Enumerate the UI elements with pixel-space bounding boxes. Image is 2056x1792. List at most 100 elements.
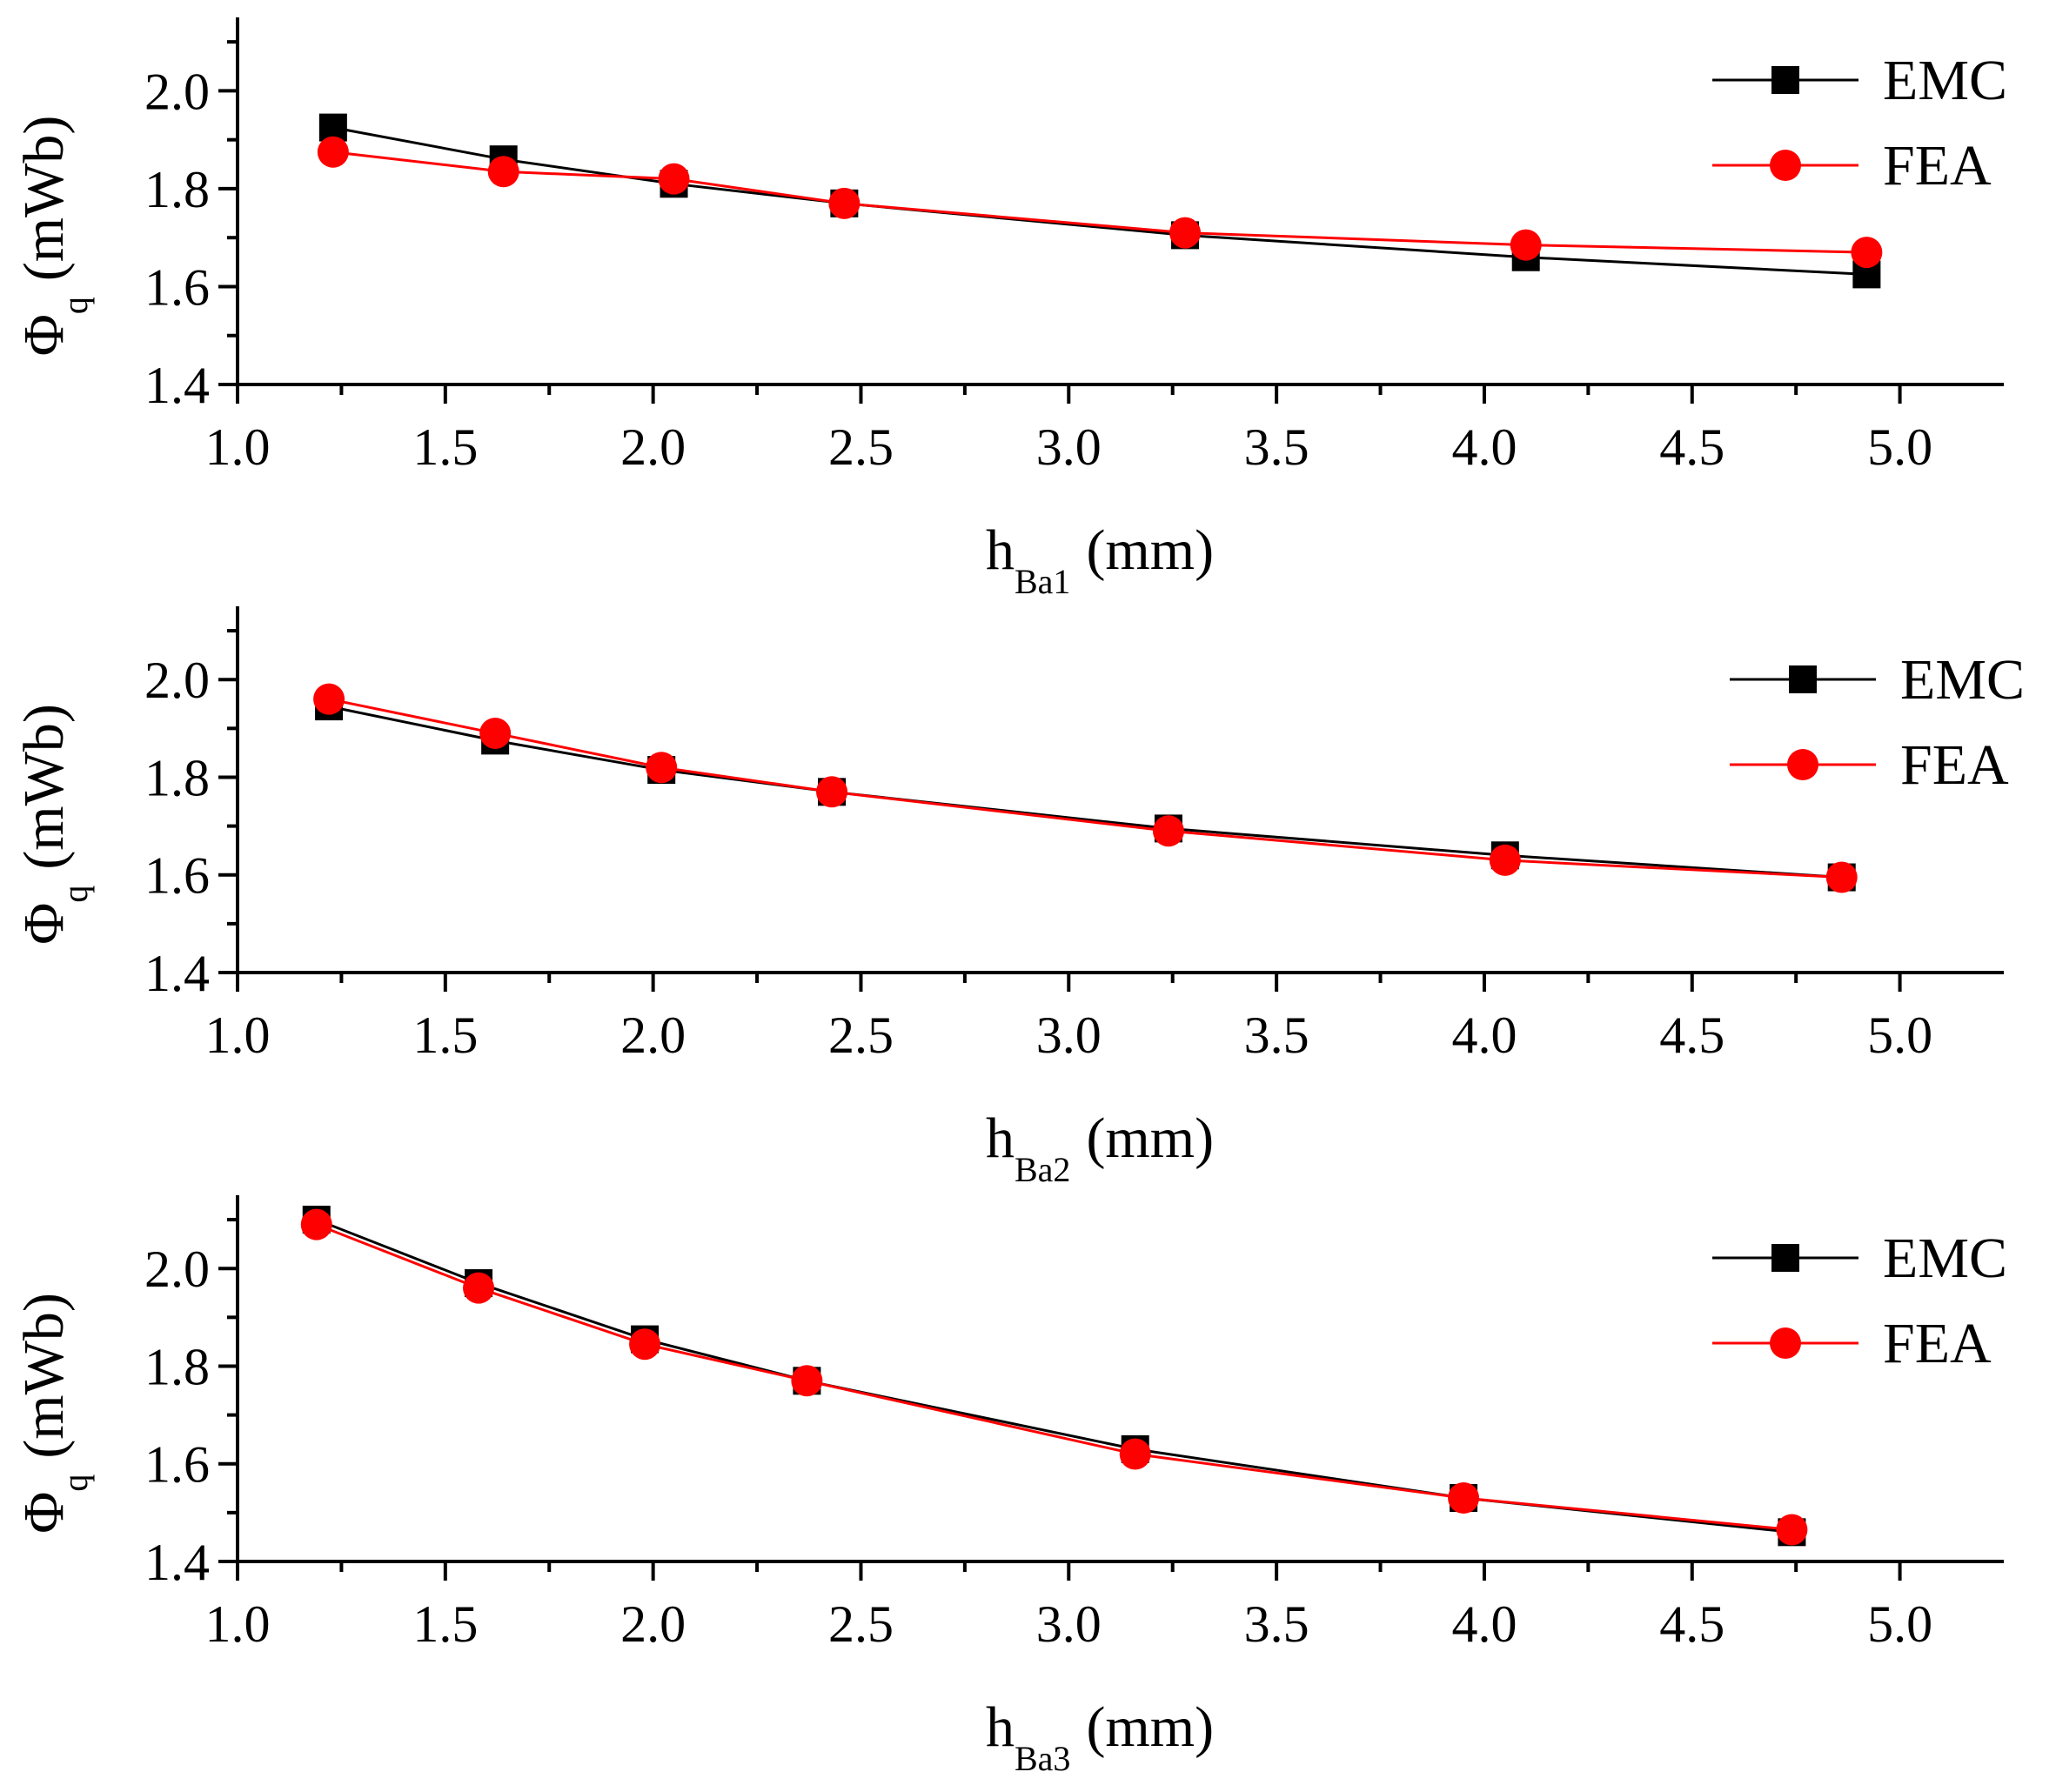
x-tick-label: 4.0 <box>1451 418 1517 476</box>
data-point-fea <box>791 1365 823 1397</box>
data-point-fea <box>1851 237 1883 269</box>
y-tick-label: 2.0 <box>144 652 210 709</box>
y-tick-label: 1.4 <box>144 357 210 414</box>
data-point-fea <box>1776 1514 1808 1546</box>
chart-panel-3: 1.0 1.5 2.0 2.5 3.0 3.5 4.0 4.5 5.0 1.4 1.6 1.8 2.0 h… <box>12 1195 2007 1778</box>
x-axis-title-main: h <box>986 1107 1015 1170</box>
data-point-fea <box>1119 1438 1151 1470</box>
x-tick-label: 1.5 <box>412 1595 478 1653</box>
x-tick-label: 1.5 <box>412 1006 478 1064</box>
data-point-fea <box>1489 844 1521 876</box>
x-axis-title-main: h <box>986 1695 1015 1759</box>
y-tick-label: 1.6 <box>144 1436 210 1494</box>
x-tick-label: 1.0 <box>205 1006 271 1064</box>
x-axis-title-unit: (mm) <box>1086 1107 1214 1170</box>
legend-entry-emc: EMC <box>1730 648 2025 712</box>
y-axis-title-main: Φ <box>12 314 76 356</box>
data-point-fea <box>313 683 345 715</box>
x-tick-label: 2.5 <box>828 1595 894 1653</box>
y-axis-title-unit: (mWb) <box>12 1293 76 1459</box>
legend-label: EMC <box>1883 1227 2007 1290</box>
x-axis-title-sub: Ba2 <box>1015 1150 1070 1189</box>
legend-entry-emc: EMC <box>1712 49 2007 112</box>
x-tick-label: 4.5 <box>1659 1595 1724 1653</box>
y-axis-title-sub: q <box>56 886 95 903</box>
legend-marker-square <box>1771 66 1799 94</box>
legend-label: FEA <box>1900 733 2009 797</box>
x-axis-title: hBa1 (mm) <box>986 518 1214 601</box>
data-point-fea <box>1510 229 1542 261</box>
x-tick-label: 4.5 <box>1659 418 1724 476</box>
x-axis-title-sub: Ba3 <box>1015 1739 1070 1778</box>
x-tick-label: 5.0 <box>1867 418 1932 476</box>
x-tick-label: 5.0 <box>1867 1595 1932 1653</box>
x-tick-label: 2.5 <box>828 1006 894 1064</box>
series-line-fea <box>328 698 1842 879</box>
x-tick-label: 3.5 <box>1244 1006 1309 1064</box>
legend-marker-circle <box>1770 1327 1801 1359</box>
legend-marker-square <box>1789 665 1817 693</box>
y-tick-label: 1.4 <box>144 945 210 1002</box>
y-axis-title-unit: (mWb) <box>12 704 76 870</box>
data-point-fea <box>1825 861 1858 893</box>
series-line-emc <box>316 1218 1792 1534</box>
series-line-emc <box>332 126 1867 276</box>
x-tick-label: 3.5 <box>1244 1595 1309 1653</box>
x-tick-label: 1.5 <box>412 418 478 476</box>
data-point-fea <box>646 752 678 784</box>
x-axis-title-main: h <box>986 518 1015 582</box>
x-tick-label: 4.5 <box>1659 1006 1724 1064</box>
y-axis-title: Φq (mWb) <box>12 704 95 945</box>
legend-label: FEA <box>1883 1312 1992 1375</box>
y-axis-title-main: Φ <box>12 903 76 945</box>
series-line-fea <box>316 1223 1792 1532</box>
legend-entry-emc: EMC <box>1712 1227 2007 1290</box>
data-point-fea <box>463 1272 495 1304</box>
x-tick-label: 3.0 <box>1036 1595 1102 1653</box>
y-tick-label: 1.6 <box>144 847 210 905</box>
x-tick-label: 4.0 <box>1451 1595 1517 1653</box>
x-tick-label: 2.0 <box>620 1595 686 1653</box>
data-point-fea <box>1152 815 1184 847</box>
y-axis-title-sub: q <box>56 297 95 314</box>
data-point-fea <box>1169 217 1202 249</box>
y-axis-title-main: Φ <box>12 1492 76 1534</box>
x-axis-title-unit: (mm) <box>1086 1695 1214 1759</box>
data-point-fea <box>487 156 519 188</box>
x-axis-title-sub: Ba1 <box>1015 562 1070 601</box>
x-axis-title-unit: (mm) <box>1086 518 1214 582</box>
x-axis-title: hBa3 (mm) <box>986 1695 1214 1778</box>
data-point-fea <box>828 187 861 219</box>
x-tick-label: 2.0 <box>620 1006 686 1064</box>
y-axis-title: Φq (mWb) <box>12 1293 95 1534</box>
x-tick-label: 4.0 <box>1451 1006 1517 1064</box>
y-tick-label: 1.8 <box>144 161 210 218</box>
legend-label: EMC <box>1883 49 2007 112</box>
data-point-fea <box>1448 1482 1480 1515</box>
x-axis-title: hBa2 (mm) <box>986 1107 1214 1189</box>
y-tick-label: 1.8 <box>144 1338 210 1395</box>
data-point-fea <box>317 136 349 168</box>
legend-label: EMC <box>1900 648 2025 712</box>
x-tick-label: 3.0 <box>1036 418 1102 476</box>
legend-marker-square <box>1771 1244 1799 1272</box>
data-point-fea <box>658 163 690 195</box>
legend-marker-circle <box>1770 150 1801 181</box>
y-tick-label: 2.0 <box>144 1240 210 1298</box>
y-axis-title-unit: (mWb) <box>12 116 76 282</box>
x-tick-label: 2.0 <box>620 418 686 476</box>
y-tick-label: 1.4 <box>144 1534 210 1591</box>
x-tick-label: 5.0 <box>1867 1006 1932 1064</box>
x-tick-label: 3.0 <box>1036 1006 1102 1064</box>
y-tick-label: 2.0 <box>144 63 210 120</box>
legend-entry-fea: FEA <box>1730 733 2009 797</box>
data-point-fea <box>300 1208 332 1240</box>
y-axis-title-sub: q <box>56 1474 95 1492</box>
x-tick-label: 1.0 <box>205 1595 271 1653</box>
x-tick-label: 2.5 <box>828 418 894 476</box>
legend-entry-fea: FEA <box>1712 1312 1992 1375</box>
chart-panel-2: 1.0 1.5 2.0 2.5 3.0 3.5 4.0 4.5 5.0 1.4 1.6 1.8 2.0 h… <box>12 606 2025 1189</box>
legend-entry-fea: FEA <box>1712 134 1992 197</box>
series-line-emc <box>328 705 1842 879</box>
